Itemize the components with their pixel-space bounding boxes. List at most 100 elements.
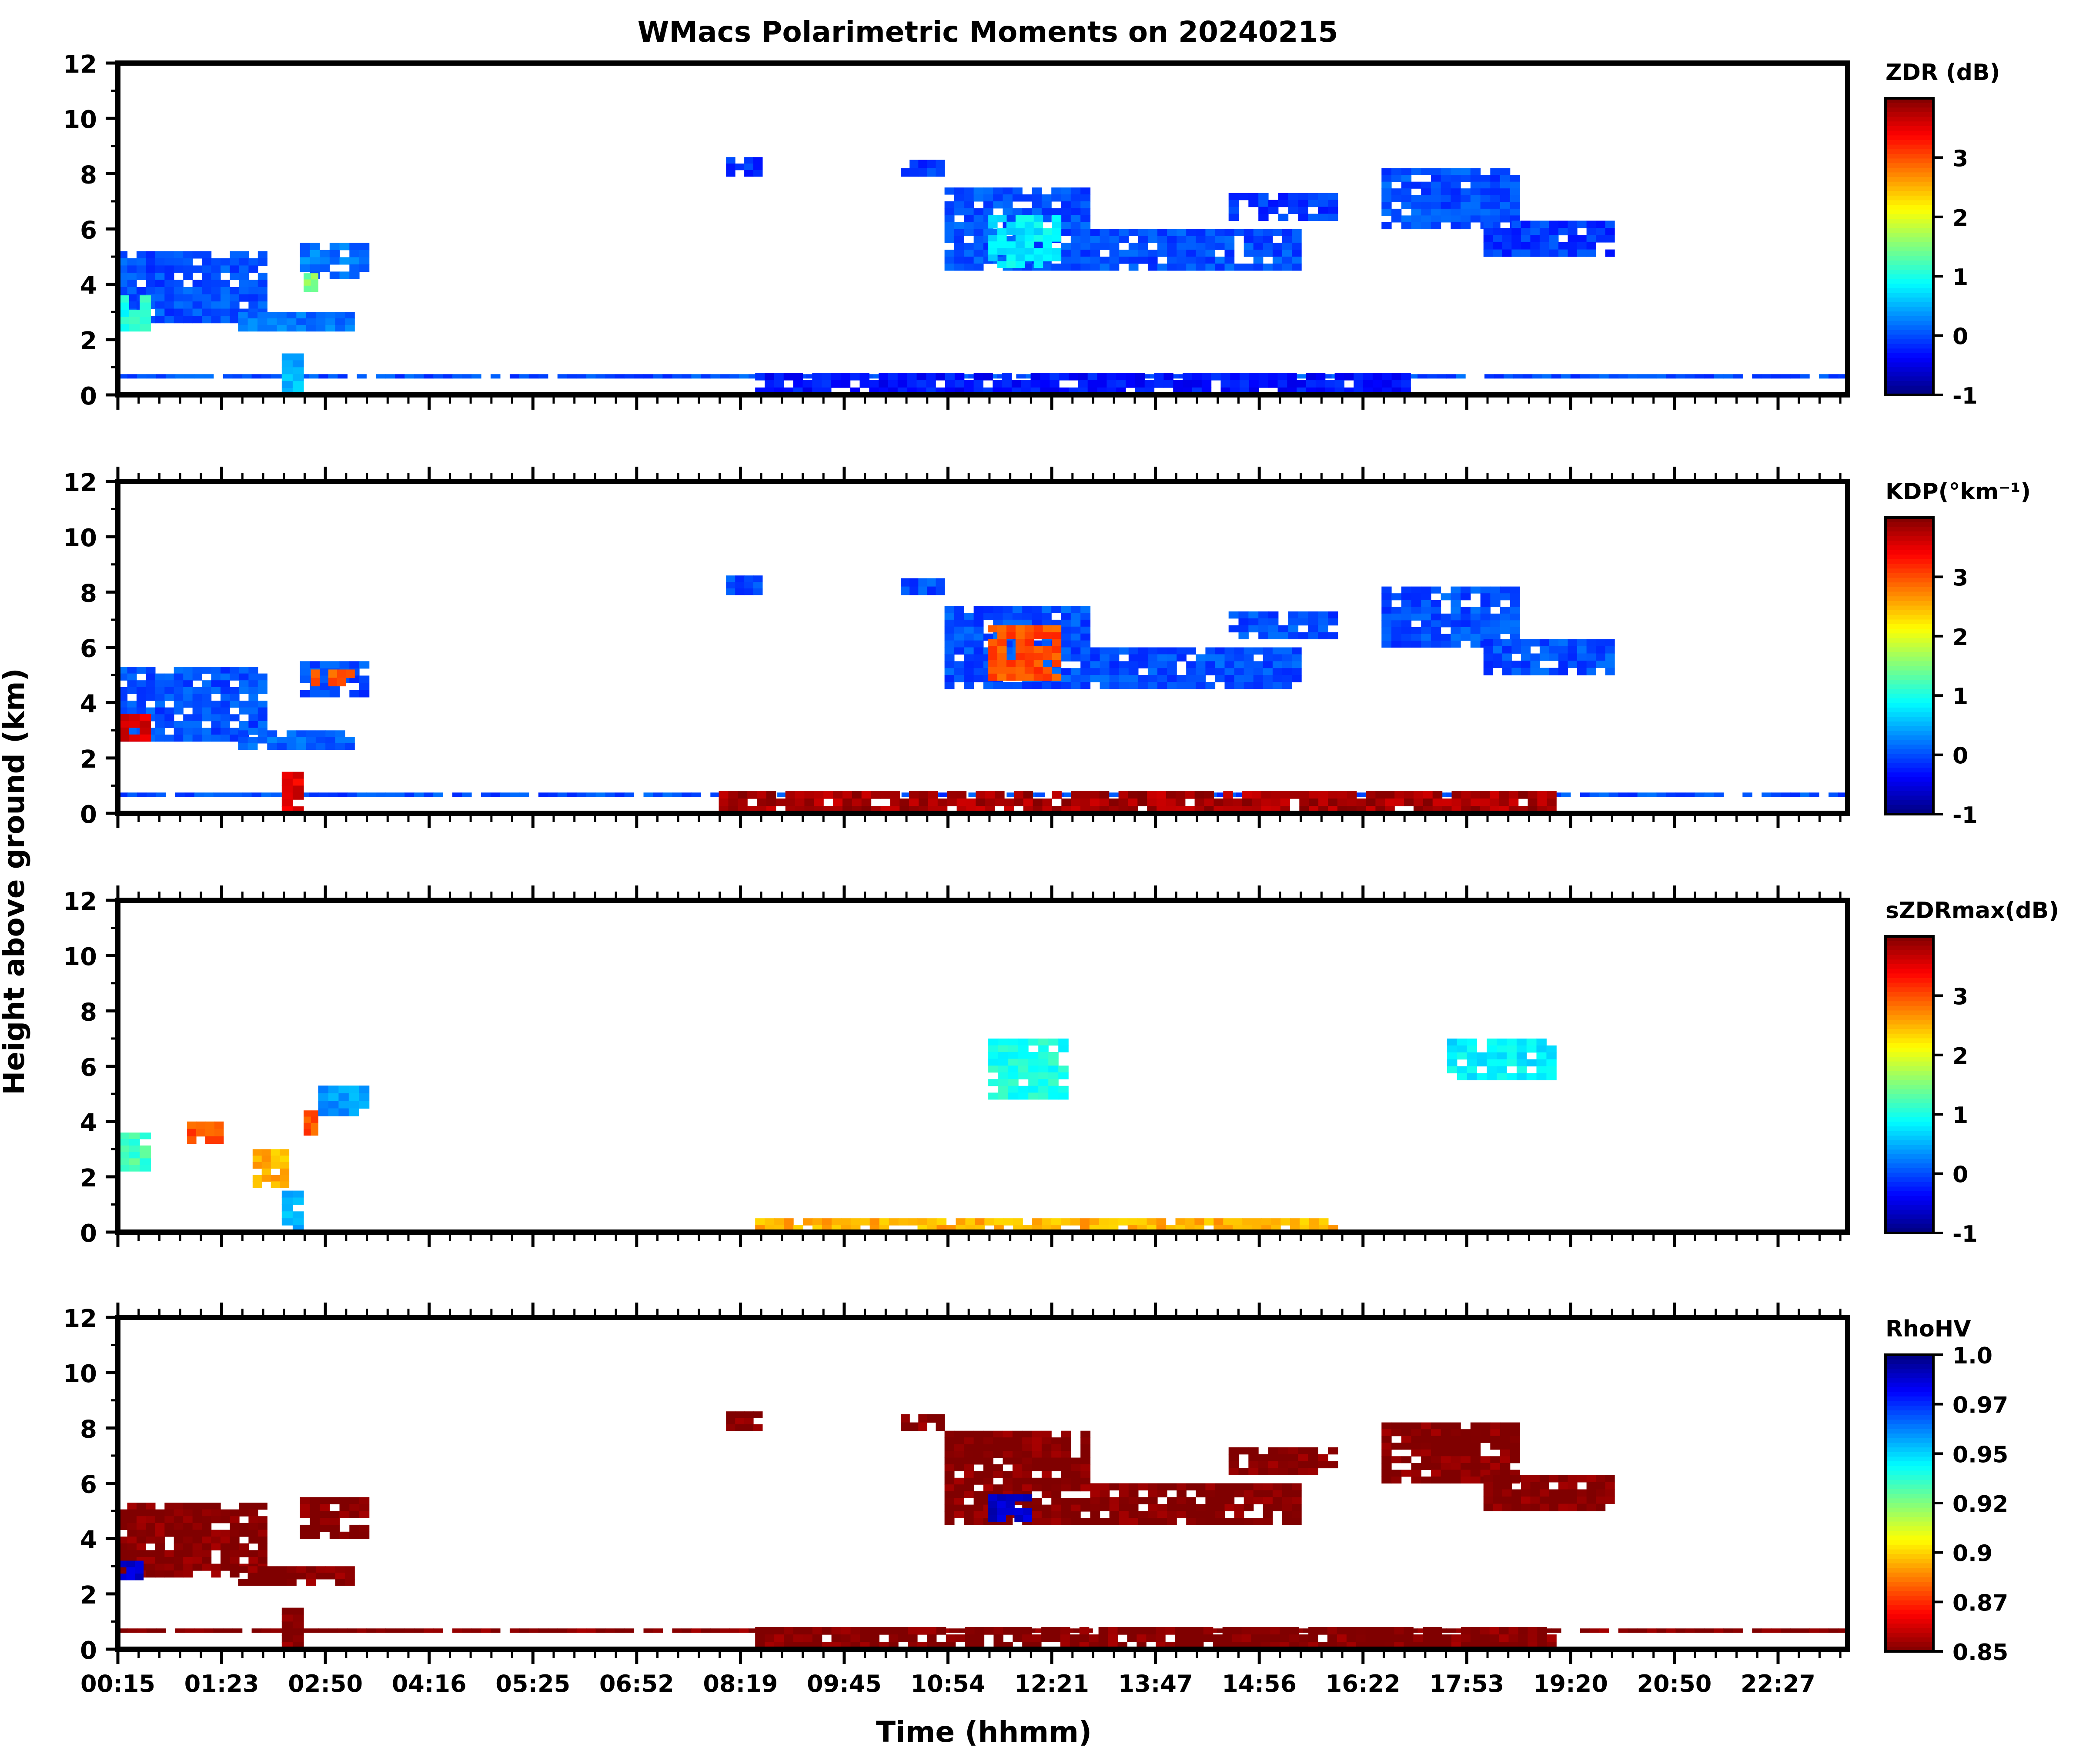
y-tick-label-2: 4 [80, 690, 97, 718]
colorbar-szdrmax-tick-label-0: -1 [1952, 1221, 1978, 1247]
colorbar-rhohv-label: RhoHV [1885, 1316, 1971, 1342]
echo-region-5 [726, 575, 763, 595]
echo-region-2 [300, 1497, 370, 1539]
colorbar-kdp-tick-label-0: -1 [1952, 802, 1978, 829]
x-tick-label-15: 20:50 [1637, 1670, 1712, 1697]
y-tick-label-6: 12 [63, 1305, 97, 1333]
x-tick-label-5: 06:52 [599, 1670, 674, 1697]
x-tick-label-4: 05:25 [495, 1670, 570, 1697]
y-tick-label-0: 0 [80, 1219, 97, 1248]
y-tick-label-5: 10 [63, 106, 97, 134]
echo-region-6 [901, 578, 945, 595]
echo-region-4 [726, 1411, 763, 1431]
y-tick-label-3: 6 [80, 635, 97, 663]
echo-region-3 [304, 1110, 318, 1136]
panel-szdrmax-y-ticks: 0 2 4 6 8 10 12 [63, 888, 118, 1248]
y-tick-label-1: 2 [80, 745, 97, 774]
colorbar-rhohv-tick-label-5: 0.97 [1952, 1393, 2008, 1419]
y-tick-label-4: 8 [80, 161, 97, 189]
echo-region-11 [1483, 1475, 1615, 1511]
colorbar-szdrmax-label: sZDRmax(dB) [1885, 898, 2059, 924]
colorbar-rhohv-tick-label-0: 0.85 [1952, 1640, 2008, 1666]
colorbar-zdr-tick-label-3: 2 [1952, 205, 1968, 231]
echo-region-7 [988, 1494, 1033, 1523]
echo-region-10 [1228, 193, 1338, 221]
x-tick-label-16: 22:27 [1741, 1670, 1815, 1697]
y-tick-label-2: 4 [80, 1109, 97, 1137]
echo-region-10 [1228, 611, 1338, 639]
y-tick-label-0: 0 [80, 801, 97, 829]
echo-region-1 [118, 295, 151, 332]
y-tick-label-3: 6 [80, 1054, 97, 1082]
y-tick-label-4: 8 [80, 579, 97, 608]
echo-region-14 [719, 791, 1557, 813]
colorbar-szdrmax-tick-label-3: 2 [1952, 1043, 1968, 1069]
echo-region-5 [988, 1038, 1069, 1100]
colorbar-zdr-frame [1884, 97, 1935, 396]
echo-region-13 [755, 1627, 1557, 1649]
colorbar-rhohv-tick-label-2: 0.9 [1952, 1541, 1992, 1567]
colorbar-rhohv: RhoHV 0.85 0.87 0.9 0.92 0.95 0.97 1.0 [1884, 1316, 2008, 1666]
echo-region-6 [901, 160, 945, 177]
echo-region-0 [118, 1133, 151, 1172]
colorbar-kdp-frame [1884, 516, 1935, 815]
echo-region-15 [281, 772, 304, 813]
colorbar-szdrmax: sZDRmax(dB) -1 0 1 2 3 [1884, 898, 2059, 1247]
echo-region-1 [118, 714, 151, 742]
y-axis-label: Height above ground (km) [0, 668, 31, 1095]
y-tick-label-5: 10 [63, 524, 97, 552]
colorbar-rhohv-tick-label-6: 1.0 [1952, 1343, 1992, 1369]
chart-title: WMacs Polarimetric Moments on 20240215 [638, 15, 1338, 49]
colorbar-szdrmax-tick-label-4: 3 [1952, 984, 1968, 1010]
colorbar-kdp: KDP(°km⁻¹) -1 0 1 2 3 [1884, 479, 2031, 829]
x-tick-label-10: 13:47 [1118, 1670, 1193, 1697]
y-tick-label-5: 10 [63, 943, 97, 971]
y-tick-label-1: 2 [80, 1581, 97, 1610]
panel-zdr-x-ticks [116, 395, 1842, 410]
colorbar-zdr-tick-label-0: -1 [1952, 383, 1978, 409]
colorbar-szdrmax-tick-label-2: 1 [1952, 1102, 1968, 1129]
panel-rhohv-x-ticks: 00:15 01:23 02:50 04:16 05:25 06:52 08:19 09:45… [80, 1303, 1842, 1697]
echo-region-15 [281, 353, 304, 395]
y-tick-label-0: 0 [80, 382, 97, 411]
colorbar-rhohv-tick-label-1: 0.87 [1952, 1590, 2008, 1616]
echo-region-4 [238, 730, 355, 750]
echo-region-0 [118, 667, 267, 742]
echo-region-4 [238, 312, 355, 332]
colorbar-szdrmax-frame [1884, 935, 1935, 1234]
colorbar-zdr-tick-label-2: 1 [1952, 264, 1968, 291]
echo-region-9 [1090, 229, 1302, 271]
y-tick-label-5: 10 [63, 1360, 97, 1388]
x-tick-label-12: 16:22 [1326, 1670, 1401, 1697]
y-tick-label-3: 6 [80, 217, 97, 245]
echo-region-2 [252, 1149, 290, 1188]
y-tick-label-1: 2 [80, 1164, 97, 1193]
echo-region-11 [1381, 168, 1520, 230]
echo-region-8 [1090, 1483, 1302, 1525]
colorbar-kdp-tick-label-1: 0 [1952, 743, 1968, 769]
colorbar-zdr-tick-label-4: 3 [1952, 146, 1968, 172]
echo-region-11 [1381, 586, 1520, 648]
echo-region-8 [988, 215, 1062, 268]
x-tick-label-9: 12:21 [1014, 1670, 1089, 1697]
colorbar-kdp-label: KDP(°km⁻¹) [1885, 479, 2031, 505]
echo-region-3 [304, 273, 318, 292]
y-tick-label-1: 2 [80, 327, 97, 355]
y-tick-label-6: 12 [63, 50, 97, 79]
colorbar-zdr-label: ZDR (dB) [1885, 60, 2000, 86]
panel-zdr-y-ticks: 0 2 4 6 8 10 12 [63, 50, 118, 411]
x-tick-label-7: 09:45 [807, 1670, 882, 1697]
x-tick-label-8: 10:54 [911, 1670, 986, 1697]
y-tick-label-2: 4 [80, 1526, 97, 1554]
echo-region-9 [1228, 1447, 1338, 1475]
echo-region-6 [1447, 1038, 1557, 1080]
x-tick-label-1: 01:23 [184, 1670, 259, 1697]
echo-region-4 [318, 1086, 370, 1116]
x-tick-label-13: 17:53 [1429, 1670, 1504, 1697]
